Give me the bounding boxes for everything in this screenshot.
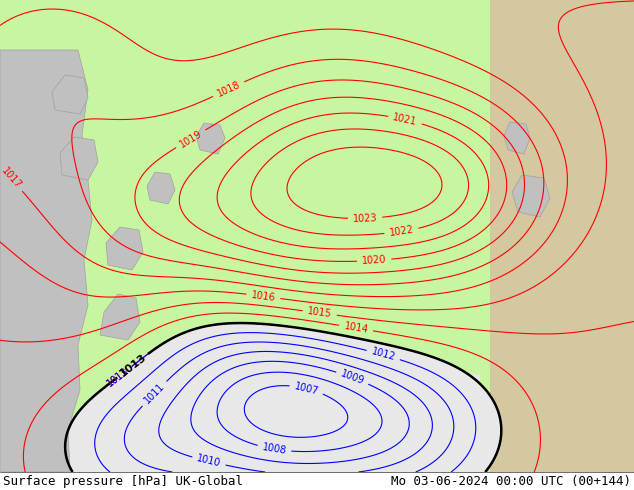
Polygon shape (512, 175, 550, 217)
Text: 1021: 1021 (392, 112, 418, 127)
Text: 1017: 1017 (0, 166, 23, 191)
Polygon shape (196, 123, 225, 154)
Polygon shape (60, 137, 98, 180)
Polygon shape (0, 50, 92, 472)
Text: Surface pressure [hPa] UK-Global: Surface pressure [hPa] UK-Global (3, 474, 243, 488)
Text: 1009: 1009 (339, 369, 366, 387)
Text: 1018: 1018 (216, 79, 242, 99)
Bar (480, 0, 634, 472)
Text: 1011: 1011 (142, 381, 167, 406)
Polygon shape (52, 75, 88, 114)
Polygon shape (106, 227, 143, 270)
Text: 1007: 1007 (294, 381, 320, 396)
Polygon shape (100, 294, 140, 340)
Text: 1012: 1012 (370, 347, 396, 363)
Text: 1010: 1010 (196, 454, 222, 469)
Text: 1019: 1019 (178, 128, 204, 149)
Text: 1014: 1014 (343, 321, 369, 335)
Text: 1022: 1022 (389, 224, 415, 238)
Text: 1013: 1013 (105, 366, 131, 389)
Text: 1023: 1023 (353, 213, 378, 223)
Text: 1013: 1013 (105, 366, 131, 389)
Text: 1020: 1020 (361, 255, 387, 266)
Text: 1008: 1008 (261, 442, 287, 456)
Text: 1015: 1015 (307, 306, 333, 319)
Polygon shape (147, 172, 175, 204)
Text: 1016: 1016 (250, 290, 276, 303)
Polygon shape (195, 362, 480, 472)
Text: 1013: 1013 (117, 352, 148, 379)
Bar (0, 472, 634, 490)
Polygon shape (504, 122, 530, 154)
Text: Mo 03-06-2024 00:00 UTC (00+144): Mo 03-06-2024 00:00 UTC (00+144) (391, 474, 631, 488)
